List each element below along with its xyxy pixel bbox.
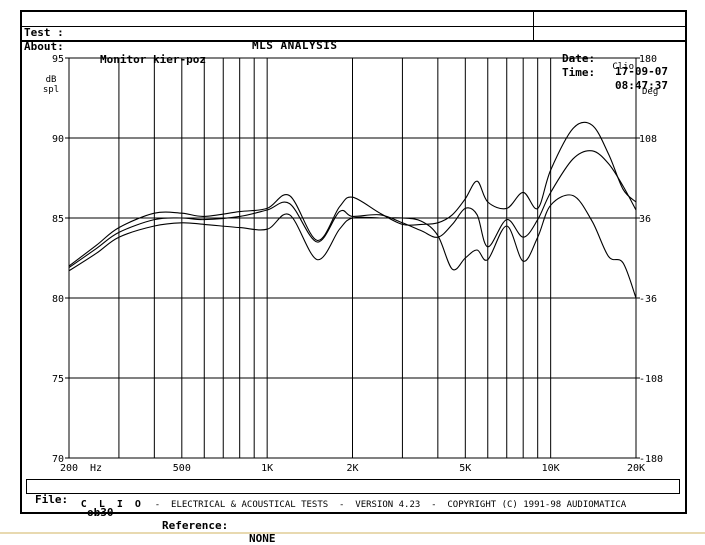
time-label: Time: (562, 66, 596, 79)
y2-tick-label: -180 (639, 454, 663, 465)
reference-label: Reference: (162, 519, 229, 532)
x-tick-label: 10K (542, 463, 560, 474)
copyright-bar: C L I O - ELECTRICAL & ACOUSTICAL TESTS … (80, 499, 627, 510)
file-label: File: (35, 493, 69, 506)
header-bottom-divider (22, 40, 685, 42)
x-tick-label: 200 (60, 463, 78, 474)
series-layer (68, 121, 637, 299)
grid-layer (65, 57, 640, 459)
file-value: ob30 (87, 506, 114, 519)
y-tick-label: 90 (52, 134, 64, 145)
y2-axis-label: Deg (642, 87, 658, 97)
time-value: 08:47:37 (615, 79, 668, 92)
window-frame (20, 10, 687, 514)
y-tick-label: 75 (52, 374, 64, 385)
x-tick-label: 5K (459, 463, 471, 474)
header-row-2: About: Monitor kier-poz Time: 08:47:37 (22, 27, 685, 92)
about-value: Monitor kier-poz (100, 53, 206, 66)
y-axis-label: spl (43, 85, 59, 95)
y-tick-label: 80 (52, 294, 64, 305)
brand-name: C L I O (80, 499, 144, 510)
y2-tick-label: 108 (639, 134, 657, 145)
header-row-1: Test : MLS ANALYSIS Date: 17-09-07 (22, 13, 685, 78)
header-vertical-divider (533, 12, 534, 40)
file-info-box: File: ob30 Reference: NONE (26, 479, 680, 545)
series-line-3 (68, 194, 637, 299)
bottom-strip (0, 532, 705, 534)
y-tick-label: 85 (52, 214, 64, 225)
y-tick-label: 95 (52, 54, 64, 65)
about-label: About: (24, 40, 64, 53)
label-layer: 95 90 85 80 75 70 180 108 36 -36 -108 -180 200 500 1K 2… (43, 54, 663, 474)
y2-tick-label: 36 (639, 214, 651, 225)
y2-tick-label: 180 (639, 54, 657, 65)
series-line-2 (68, 150, 637, 269)
test-label: Test : (24, 26, 64, 39)
x-tick-label: 1K (261, 463, 273, 474)
x-tick-label: 500 (173, 463, 191, 474)
frequency-response-chart: 95 90 85 80 75 70 180 108 36 -36 -108 -180 200 500 1K 2… (43, 54, 663, 474)
y-tick-label: 70 (52, 454, 64, 465)
y2-tick-label: -108 (639, 374, 663, 385)
page-title: MLS ANALYSIS (252, 39, 338, 52)
x-unit-label: Hz (90, 463, 102, 474)
y2-tick-label: -36 (639, 294, 657, 305)
y-axis-label: dB (46, 75, 57, 85)
x-tick-label: 20K (627, 463, 645, 474)
series-line-1 (68, 121, 637, 267)
copyright-text: ELECTRICAL & ACOUSTICAL TESTS - VERSION … (171, 500, 627, 510)
x-tick-label: 2K (346, 463, 358, 474)
header-divider (22, 26, 685, 27)
clio-watermark: Clio (612, 62, 634, 72)
date-value: 17-09-07 (615, 65, 668, 78)
